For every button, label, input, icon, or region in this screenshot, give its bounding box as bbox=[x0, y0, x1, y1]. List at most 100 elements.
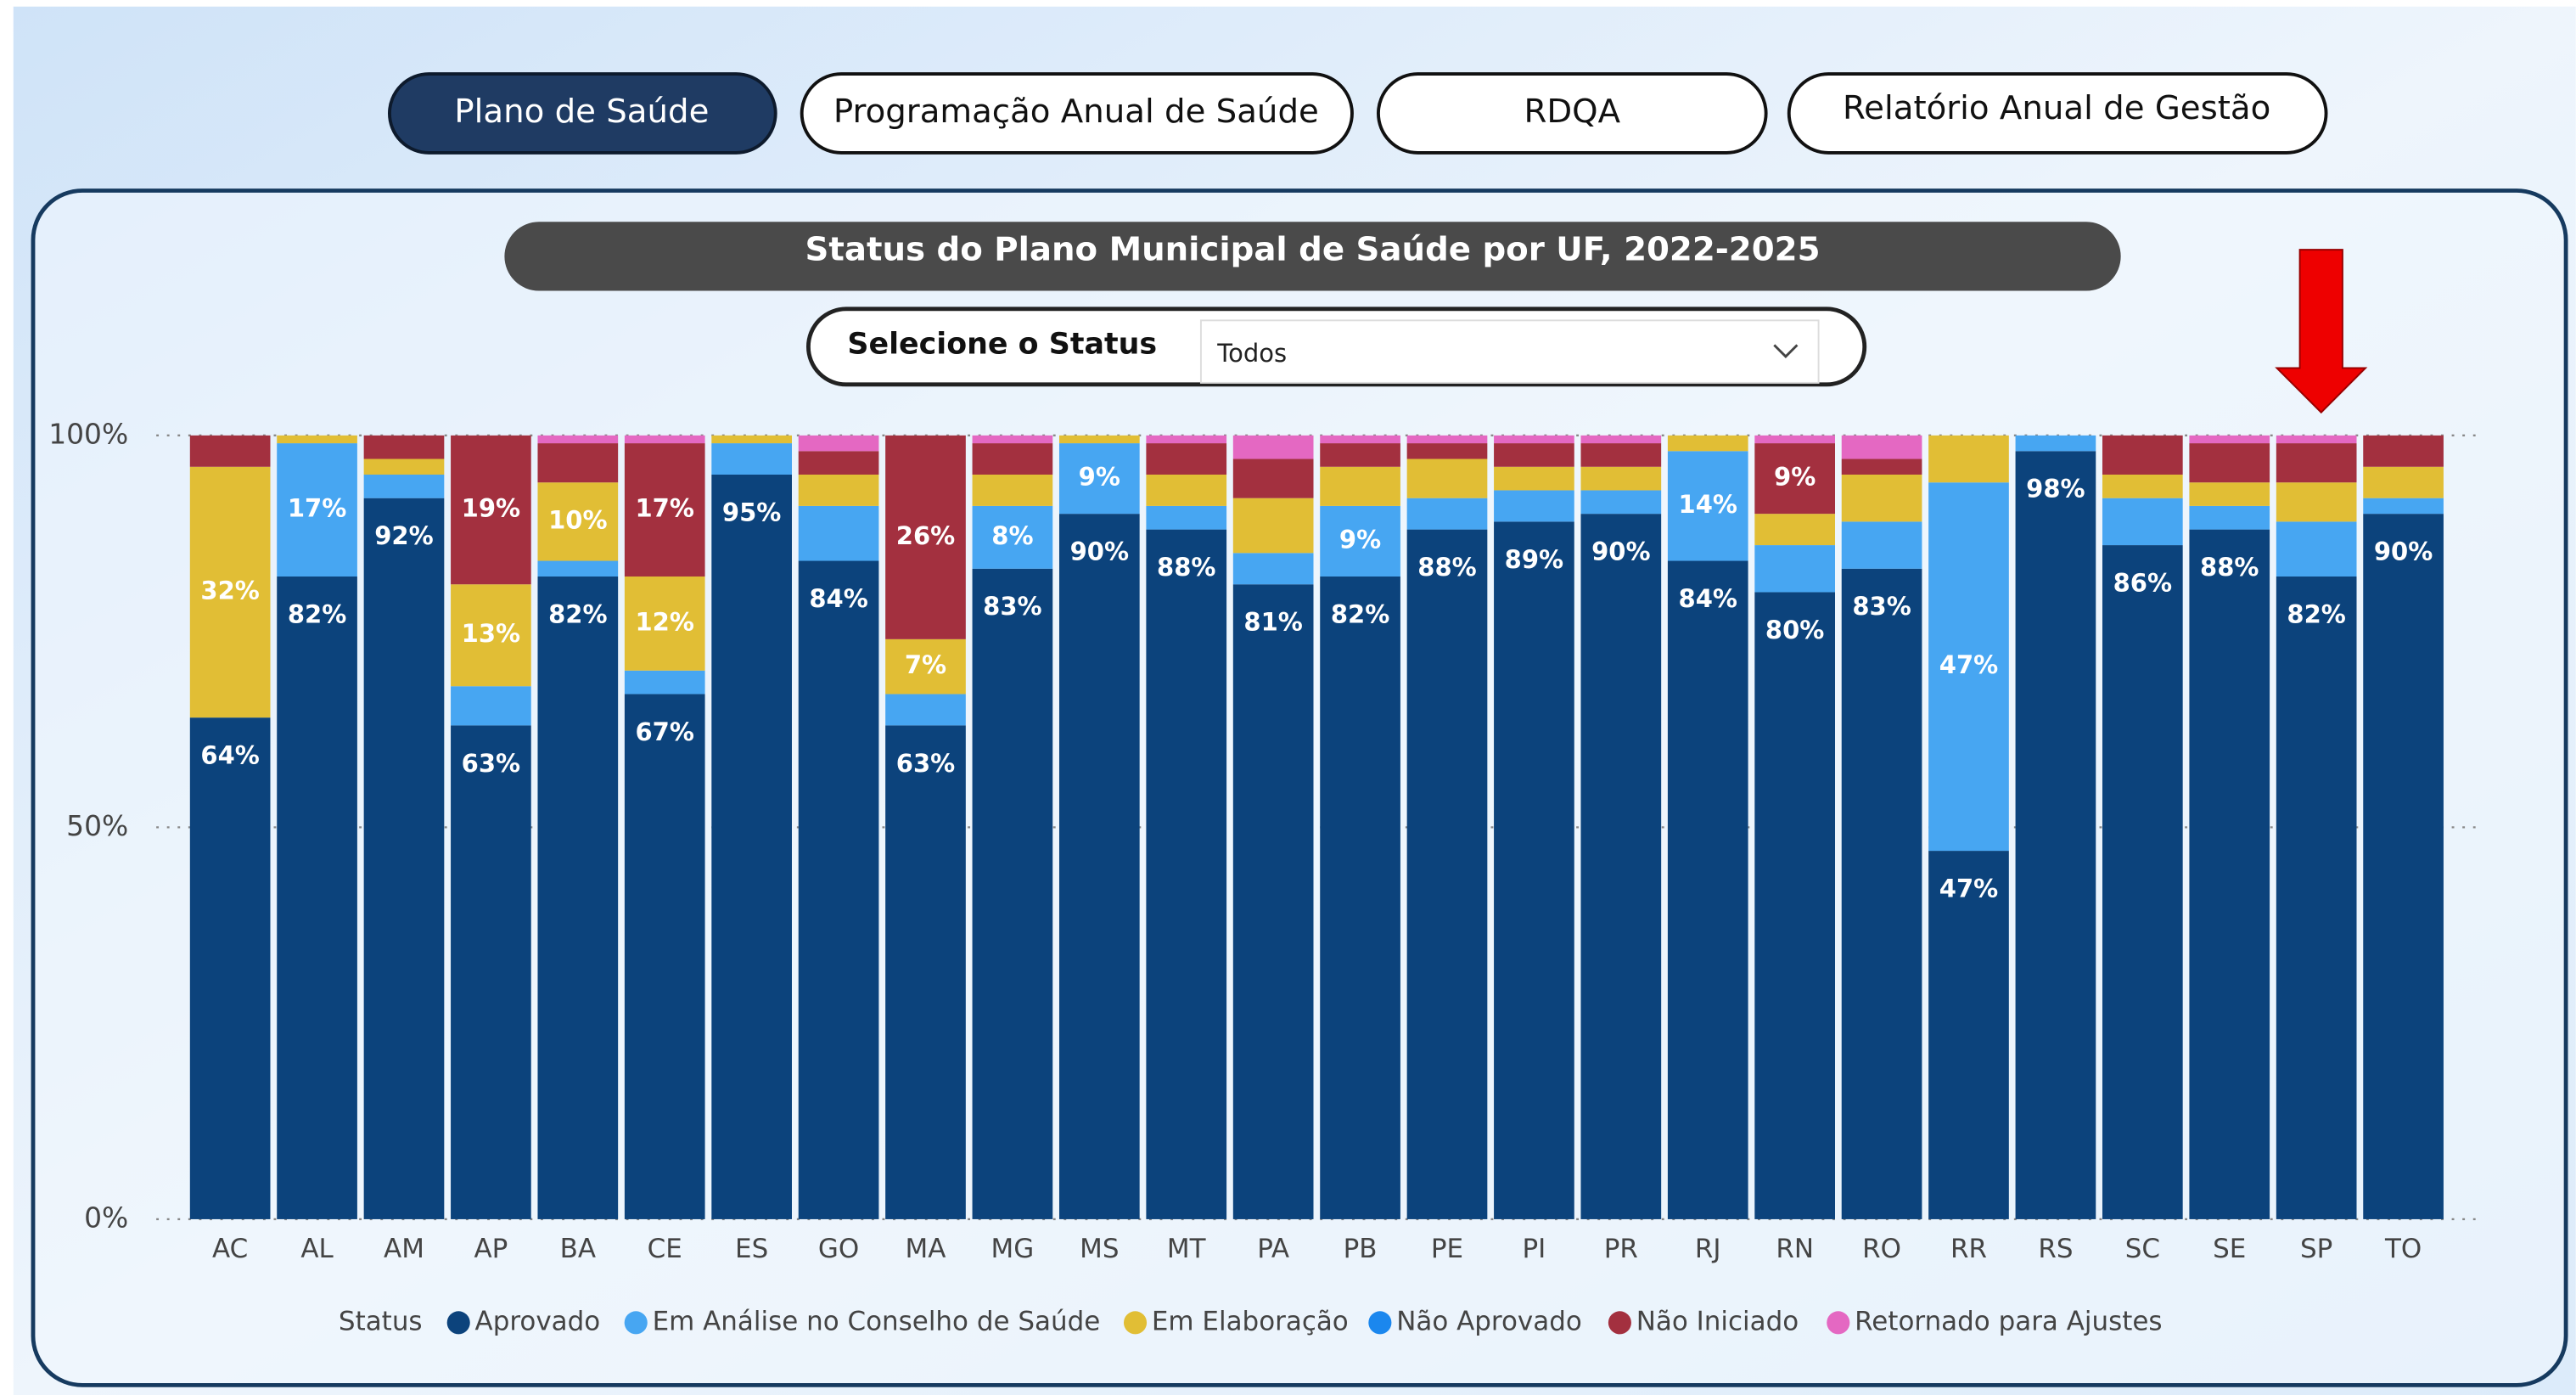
bar-segment bbox=[1754, 443, 1836, 515]
x-tick-label: AC bbox=[212, 1234, 248, 1264]
data-label: 9% bbox=[1774, 463, 1816, 492]
dropdown[interactable] bbox=[1199, 319, 1820, 384]
bar-segment bbox=[2102, 498, 2183, 546]
bar-segment bbox=[451, 725, 531, 1219]
bar-segment bbox=[1580, 514, 1662, 1219]
x-tick-label: RN bbox=[1776, 1234, 1814, 1264]
bar-segment bbox=[798, 435, 879, 452]
legend-label: Retornado para Ajustes bbox=[1855, 1306, 2162, 1336]
bar-segment bbox=[1146, 435, 1227, 444]
bar-segment bbox=[1494, 466, 1574, 491]
legend-label: Aprovado bbox=[475, 1306, 601, 1336]
filter-label: Selecione o Status bbox=[847, 327, 1157, 361]
y-tick-label: 0% bbox=[84, 1201, 128, 1234]
x-tick-label: PI bbox=[1523, 1234, 1546, 1264]
x-tick-label: SP bbox=[2300, 1234, 2332, 1264]
bar-segment bbox=[1146, 529, 1227, 1219]
tab-label[interactable]: Relatório Anual de Gestão bbox=[1843, 89, 2270, 127]
x-tick-label: GO bbox=[818, 1234, 859, 1264]
tab-active[interactable] bbox=[388, 72, 777, 155]
bar-segment bbox=[1058, 514, 1140, 1219]
data-label: 82% bbox=[548, 599, 607, 628]
bar-segment bbox=[2102, 545, 2183, 1219]
data-label: 14% bbox=[1679, 490, 1737, 519]
data-label: 82% bbox=[1331, 599, 1389, 628]
bar-segment bbox=[1320, 435, 1400, 444]
bar-segment bbox=[1580, 466, 1662, 491]
bar-segment bbox=[972, 505, 1053, 569]
data-label: 92% bbox=[374, 521, 433, 550]
title-pill bbox=[504, 222, 2121, 291]
bar-segment bbox=[624, 435, 705, 444]
bar-segment bbox=[1841, 435, 1922, 459]
bar-segment bbox=[798, 474, 879, 506]
bar-segment bbox=[2276, 521, 2357, 577]
bar-segment bbox=[2276, 482, 2357, 522]
bar-segment bbox=[624, 694, 705, 1219]
tab-label[interactable]: Programação Anual de Saúde bbox=[833, 93, 1319, 131]
bar-segment bbox=[1494, 490, 1574, 522]
bar-segment bbox=[972, 474, 1053, 506]
tab[interactable] bbox=[1787, 72, 2328, 155]
bar-segment bbox=[2189, 529, 2270, 1219]
bar-segment bbox=[2363, 466, 2444, 498]
dropdown-chevron[interactable] bbox=[1773, 344, 1799, 358]
bar-segment bbox=[2189, 482, 2270, 506]
tab[interactable] bbox=[1377, 72, 1768, 155]
bar-segment bbox=[624, 443, 705, 577]
bar-segment bbox=[1841, 458, 1922, 475]
data-label: 95% bbox=[722, 498, 781, 526]
x-tick-label: AL bbox=[300, 1234, 334, 1264]
data-label: 63% bbox=[896, 749, 955, 778]
x-tick-label: MS bbox=[1080, 1234, 1119, 1264]
tab-label[interactable]: Plano de Saúde bbox=[454, 93, 709, 131]
legend-label: Não Aprovado bbox=[1396, 1306, 1582, 1336]
bar-segment bbox=[1667, 560, 1748, 1219]
bar-segment bbox=[972, 435, 1053, 444]
tab[interactable] bbox=[800, 72, 1354, 155]
bar-segment bbox=[1667, 435, 1748, 452]
data-label: 82% bbox=[2287, 599, 2345, 628]
bar-segment bbox=[537, 482, 619, 561]
bar-segment bbox=[2189, 505, 2270, 530]
data-label: 10% bbox=[548, 505, 607, 534]
data-label: 90% bbox=[1591, 537, 1650, 566]
x-tick-label: ES bbox=[735, 1234, 768, 1264]
x-tick-label: PA bbox=[1257, 1234, 1289, 1264]
bar-segment bbox=[1232, 498, 1314, 554]
x-tick-label: MG bbox=[991, 1234, 1035, 1264]
x-tick-label: PB bbox=[1344, 1234, 1378, 1264]
x-tick-label: MA bbox=[906, 1234, 946, 1264]
bar-segment bbox=[711, 435, 792, 444]
y-tick-label: 50% bbox=[66, 809, 128, 842]
bar-segment bbox=[711, 474, 792, 1219]
bar-segment bbox=[624, 576, 705, 671]
legend-swatch bbox=[1827, 1311, 1850, 1335]
bar-segment bbox=[1841, 568, 1922, 1219]
annotation-arrow bbox=[2275, 249, 2368, 414]
bar-segment bbox=[1232, 458, 1314, 498]
bar-segment bbox=[363, 498, 445, 1219]
bar-segment bbox=[1928, 435, 2009, 483]
bar-segment bbox=[711, 443, 792, 475]
legend-swatch bbox=[1123, 1311, 1148, 1335]
x-tick-label: MT bbox=[1167, 1234, 1206, 1264]
dropdown-value[interactable]: Todos bbox=[1216, 339, 1287, 368]
bar-segment bbox=[189, 466, 271, 718]
bar-segment bbox=[624, 670, 705, 695]
tab-label[interactable]: RDQA bbox=[1524, 93, 1620, 131]
data-label: 83% bbox=[1852, 592, 1911, 621]
x-tick-label: RS bbox=[2038, 1234, 2073, 1264]
bar-segment bbox=[537, 435, 619, 444]
bar-segment bbox=[2102, 474, 2183, 498]
legend-swatch bbox=[1368, 1311, 1392, 1335]
bar-segment bbox=[2102, 435, 2183, 475]
bar-segment bbox=[1058, 435, 1140, 444]
bar-segment bbox=[1406, 529, 1488, 1219]
bar-segment bbox=[277, 443, 357, 577]
bar-segment bbox=[885, 435, 966, 639]
bar-segment bbox=[189, 435, 271, 467]
data-label: 88% bbox=[1417, 553, 1476, 582]
legend-label: Em Elaboração bbox=[1152, 1306, 1349, 1336]
